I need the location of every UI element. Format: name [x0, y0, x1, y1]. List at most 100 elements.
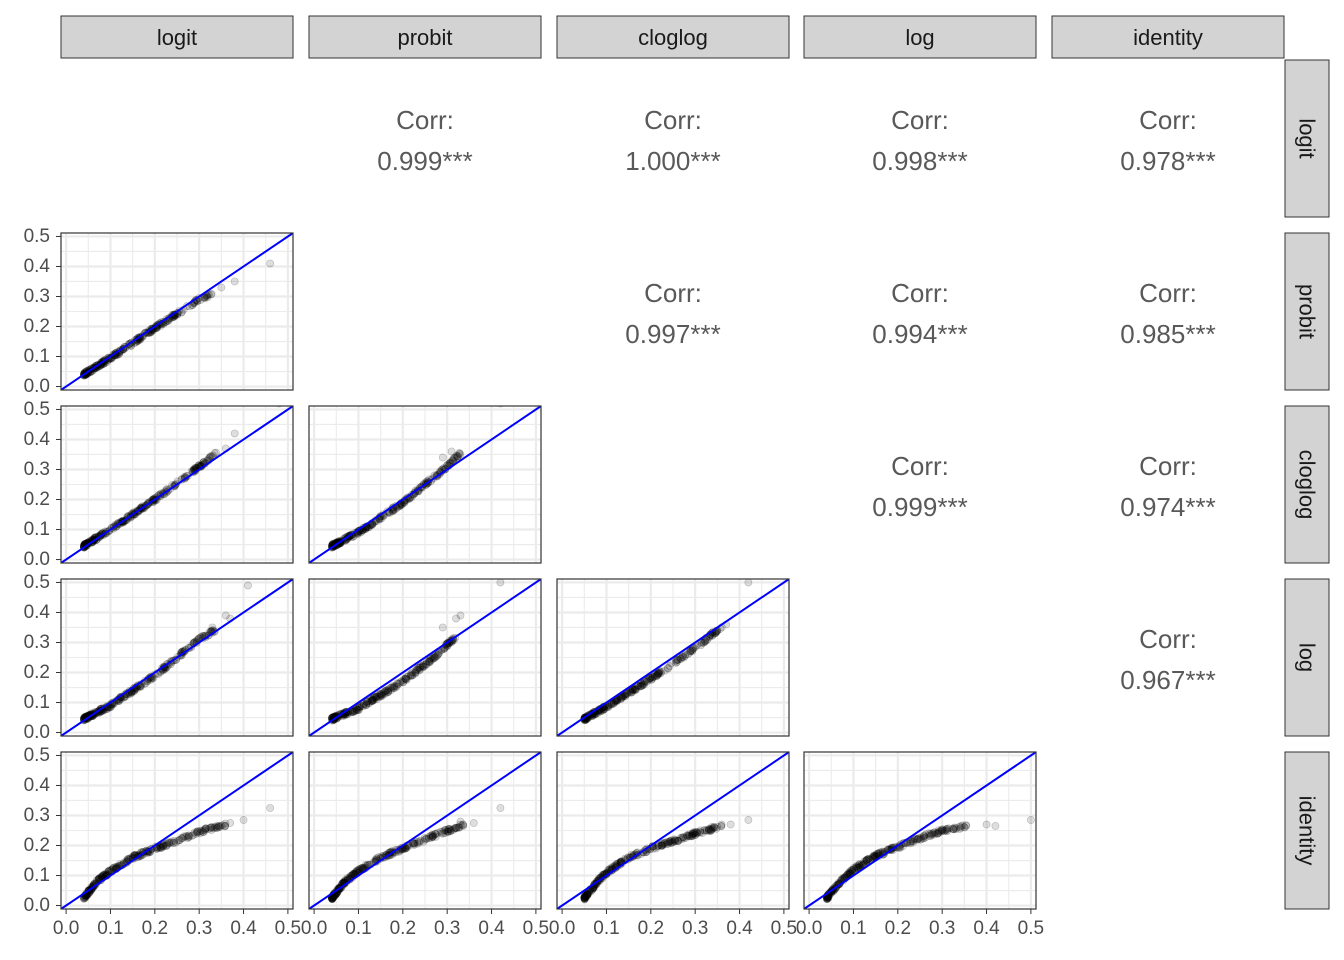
x-tick-label: 0.4: [478, 918, 505, 939]
data-point: [631, 686, 639, 694]
panel-grid: [309, 406, 541, 563]
y-tick-label: 0.5: [24, 745, 50, 766]
corr-cell-logit-probit: Corr: 0.999***: [377, 105, 472, 176]
y-axis-row-probit: 0.0 0.1 0.2 0.3 0.4 0.5: [24, 226, 61, 397]
data-point: [376, 690, 385, 699]
data-point: [379, 689, 388, 697]
data-point: [370, 693, 379, 702]
data-point: [623, 689, 632, 698]
data-point: [602, 703, 611, 712]
scatter-panel-identity-vs-logit: [60, 751, 294, 910]
data-point-outlier: [266, 259, 275, 268]
data-point: [600, 705, 608, 713]
corr-cell-probit-identity: Corr: 0.985***: [1120, 278, 1215, 349]
data-point: [673, 658, 681, 667]
data-point: [411, 668, 420, 677]
data-point: [672, 656, 681, 665]
data-point: [389, 683, 397, 692]
data-point: [604, 702, 613, 711]
row-strip-label: identity: [1295, 796, 1320, 866]
data-point: [686, 647, 695, 656]
data-point: [216, 822, 225, 831]
data-point: [688, 647, 697, 655]
x-tick-label: 0.5: [275, 918, 301, 939]
data-point: [382, 686, 391, 694]
data-point: [420, 835, 429, 844]
data-point: [962, 821, 971, 830]
data-point: [384, 685, 393, 694]
corr-cell-logit-identity: Corr: 0.978***: [1120, 105, 1215, 176]
data-point: [415, 666, 424, 675]
data-point: [450, 453, 459, 462]
data-point: [369, 695, 378, 704]
data-point: [699, 638, 708, 647]
data-point: [432, 652, 441, 661]
data-point: [418, 662, 427, 671]
y-tick-label: 0.3: [24, 632, 50, 653]
data-point: [609, 699, 618, 707]
y-axis-row-cloglog: 0.0 0.1 0.2 0.3 0.4 0.5: [24, 399, 61, 570]
data-point: [424, 657, 433, 666]
x-tick-label: 0.2: [638, 918, 664, 939]
data-point: [673, 655, 681, 664]
data-point: [364, 699, 372, 708]
data-point: [115, 860, 124, 869]
column-strip-logit: logit: [60, 15, 294, 59]
data-point-outlier: [217, 283, 226, 292]
corr-label: Corr:: [1139, 278, 1197, 308]
data-point: [686, 646, 695, 655]
data-point: [183, 834, 192, 843]
data-point: [617, 694, 626, 703]
corr-label: Corr:: [891, 451, 949, 481]
data-point-outlier: [726, 820, 735, 829]
data-point-outlier: [221, 611, 230, 620]
point-layer: [327, 804, 505, 904]
data-point: [684, 650, 692, 659]
column-strip-cloglog: cloglog: [556, 15, 790, 59]
data-point: [652, 671, 661, 680]
column-strip-label: probit: [397, 25, 452, 50]
data-point: [642, 677, 651, 686]
data-point: [642, 676, 651, 685]
data-point: [632, 685, 641, 694]
corr-value: 0.994***: [872, 319, 967, 349]
data-point: [203, 293, 212, 302]
scatter-panel-cloglog-vs-probit: [308, 405, 542, 564]
data-point: [618, 693, 626, 702]
data-point: [429, 654, 438, 663]
data-point: [421, 660, 430, 669]
x-tick-label: 0.0: [53, 918, 79, 939]
corr-cell-logit-cloglog: Corr: 1.000***: [625, 105, 720, 176]
row-strip-label: logit: [1295, 118, 1320, 158]
data-point: [679, 652, 687, 661]
row-strip-cloglog: cloglog: [1284, 405, 1330, 564]
data-point: [167, 837, 176, 846]
data-point: [383, 688, 392, 697]
data-point: [355, 703, 363, 712]
data-point: [377, 690, 385, 699]
data-point: [631, 684, 639, 693]
corr-value: 0.974***: [1120, 492, 1215, 522]
data-point: [414, 664, 423, 672]
data-point: [599, 705, 608, 714]
data-point-outlier: [744, 816, 753, 824]
data-point: [356, 702, 364, 711]
x-axis-col-logit: 0.0 0.1 0.2 0.3 0.4 0.5: [53, 909, 301, 939]
y-tick-label: 0.3: [24, 805, 50, 826]
data-point-outlier: [496, 579, 505, 587]
y-tick-label: 0.0: [24, 549, 50, 570]
data-point: [418, 662, 427, 671]
data-point: [434, 650, 443, 658]
data-point: [372, 692, 381, 701]
row-strip-log: log: [1284, 578, 1330, 737]
data-point: [387, 683, 396, 692]
panel-border: [308, 405, 542, 564]
data-point: [413, 665, 422, 674]
data-point: [372, 693, 381, 701]
data-point: [368, 695, 377, 704]
data-point: [364, 697, 373, 705]
x-tick-label: 0.0: [301, 918, 327, 939]
data-point: [637, 682, 645, 690]
data-point: [413, 665, 422, 674]
